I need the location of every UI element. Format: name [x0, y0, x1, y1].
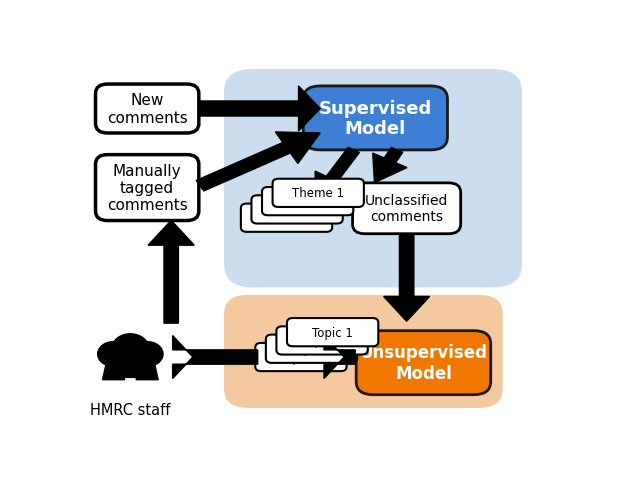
Text: Topic 4: Topic 4 [280, 351, 321, 364]
Text: Theme 4: Theme 4 [260, 212, 312, 225]
Polygon shape [315, 148, 360, 202]
Polygon shape [148, 221, 194, 324]
Circle shape [131, 342, 163, 366]
Polygon shape [118, 361, 143, 378]
Text: Unclassified
comments: Unclassified comments [365, 194, 448, 224]
FancyBboxPatch shape [353, 183, 461, 234]
FancyBboxPatch shape [241, 204, 332, 232]
Text: Theme 1: Theme 1 [292, 187, 344, 200]
Polygon shape [102, 366, 125, 380]
Circle shape [98, 342, 130, 366]
FancyBboxPatch shape [277, 326, 368, 355]
FancyBboxPatch shape [262, 187, 353, 216]
Polygon shape [324, 336, 355, 379]
Polygon shape [200, 87, 320, 132]
FancyBboxPatch shape [95, 85, 199, 134]
FancyBboxPatch shape [273, 180, 364, 207]
FancyBboxPatch shape [252, 196, 343, 224]
FancyBboxPatch shape [287, 318, 378, 346]
Text: Topic 3: Topic 3 [291, 343, 332, 356]
Polygon shape [136, 366, 158, 380]
Text: Manually
tagged
comments: Manually tagged comments [107, 163, 187, 213]
Text: Topic 1: Topic 1 [312, 326, 353, 339]
Text: Theme 3: Theme 3 [271, 203, 323, 217]
FancyBboxPatch shape [224, 295, 503, 408]
Text: Theme 2: Theme 2 [281, 195, 334, 208]
FancyBboxPatch shape [356, 331, 491, 395]
Text: Topic 2: Topic 2 [302, 334, 342, 347]
FancyBboxPatch shape [266, 335, 357, 363]
Text: HMRC staff: HMRC staff [90, 403, 170, 417]
FancyBboxPatch shape [303, 87, 448, 151]
FancyBboxPatch shape [255, 343, 347, 371]
Polygon shape [373, 148, 407, 183]
FancyBboxPatch shape [95, 155, 199, 221]
Circle shape [112, 334, 149, 363]
Text: Unsupervised
Model: Unsupervised Model [360, 344, 487, 382]
Polygon shape [384, 234, 430, 322]
FancyBboxPatch shape [224, 70, 522, 288]
Polygon shape [172, 336, 258, 379]
Text: New
comments: New comments [107, 93, 187, 125]
Text: Supervised
Model: Supervised Model [319, 100, 432, 138]
Polygon shape [197, 133, 320, 192]
